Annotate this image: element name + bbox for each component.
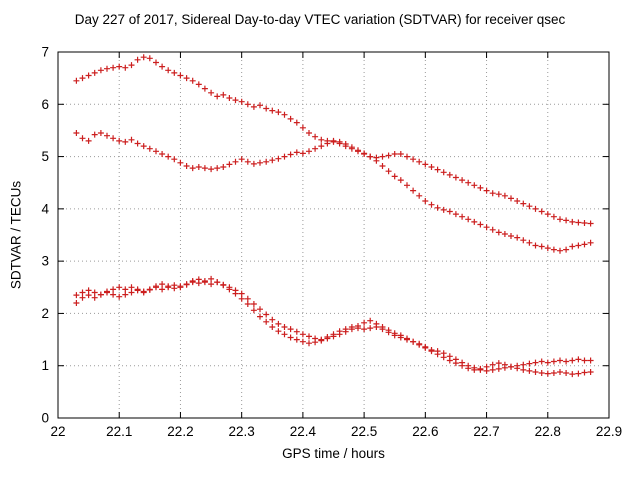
- y-tick-label: 4: [41, 201, 49, 216]
- plot-border: [57, 51, 610, 419]
- x-tick-label: 22.9: [596, 424, 622, 439]
- y-tick-label: 6: [41, 97, 49, 112]
- data-series-upper-trace-2: [73, 130, 594, 227]
- y-tick-label: 7: [41, 45, 49, 60]
- x-tick-label: 22.4: [290, 424, 317, 439]
- x-tick-label: 22.1: [106, 424, 132, 439]
- y-tick-label: 1: [41, 358, 49, 373]
- y-tick-label: 2: [41, 306, 49, 321]
- y-tick-label: 5: [41, 149, 49, 164]
- y-tick-label: 3: [41, 254, 49, 269]
- x-axis-label: GPS time / hours: [282, 446, 385, 461]
- x-tick-label: 22.6: [412, 424, 438, 439]
- y-tick-label: 0: [41, 411, 49, 426]
- data-series-upper-trace-1: [73, 54, 594, 254]
- data-series-lower-trace-1: [73, 276, 594, 378]
- x-tick-label: 22.5: [351, 424, 377, 439]
- chart-title: Day 227 of 2017, Sidereal Day-to-day VTE…: [74, 12, 566, 27]
- x-tick-label: 22.2: [167, 424, 193, 439]
- x-tick-label: 22.3: [229, 424, 255, 439]
- x-tick-label: 22.8: [535, 424, 561, 439]
- x-tick-label: 22.7: [473, 424, 499, 439]
- x-tick-label: 22: [50, 424, 65, 439]
- data-series-lower-trace-2: [73, 275, 594, 374]
